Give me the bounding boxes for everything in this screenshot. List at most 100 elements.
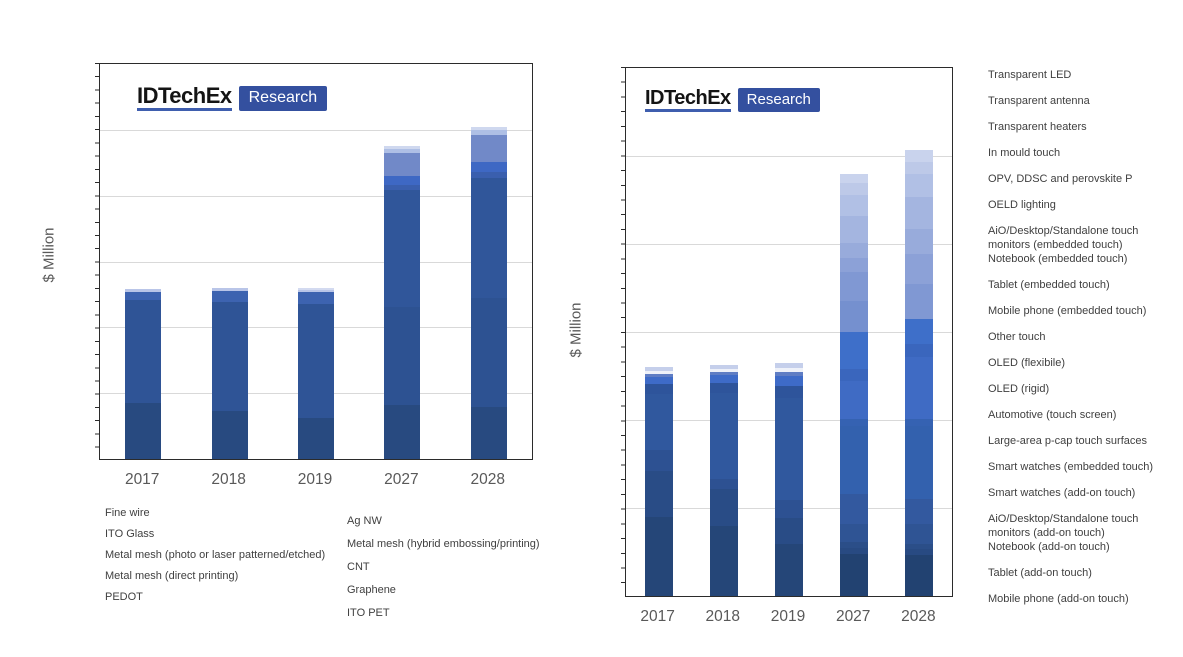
legend-item: CNT (347, 561, 370, 573)
legend-item: ITO Glass (105, 528, 155, 540)
bar-segment (905, 426, 934, 499)
bar-segment (384, 176, 421, 185)
bar-segment (125, 292, 162, 300)
legend-item: OELD lighting (988, 199, 1056, 211)
bar-segment (840, 183, 869, 195)
legend-item: In mould touch (988, 147, 1061, 159)
bar-segment (905, 174, 934, 197)
bar-segment (709, 393, 738, 479)
bar-segment (840, 542, 869, 548)
bar-segment (125, 403, 162, 459)
bar-segment (775, 544, 803, 596)
idtechex-logo: IDTechEx Research (645, 88, 820, 112)
right-chart-x-axis-labels: 2017 2018 2019 2027 2028 (625, 597, 953, 627)
stacked-bar-2027 (384, 146, 421, 459)
stacked-bar-2017 (644, 367, 673, 596)
right-chart: IDTechEx Research 2017 2018 2019 2027 2028 (621, 67, 953, 625)
bar-segment (644, 371, 673, 374)
legend-item: Graphene (347, 584, 396, 596)
bar-segment (905, 197, 934, 229)
stacked-bar-2019 (775, 363, 803, 596)
legend-item: Transparent heaters (988, 121, 1087, 133)
bar-segment (709, 372, 738, 375)
x-axis-label-2019: 2019 (297, 471, 333, 488)
bar-segment (775, 398, 803, 500)
bar-segment (905, 549, 934, 555)
left-chart: IDTechEx Research 2017 2018 2019 2027 2028 (95, 63, 533, 488)
legend-item: Mobile phone (embedded touch) (988, 305, 1147, 317)
legend-item: Metal mesh (hybrid embossing/printing) (347, 538, 540, 550)
stacked-bar-2028 (905, 150, 934, 596)
gridline (100, 195, 532, 197)
right-chart-plot-area (625, 67, 953, 597)
legend-item: Smart watches (embedded touch) (988, 461, 1154, 473)
bar-segment (470, 130, 507, 135)
bar-segment (298, 292, 334, 304)
legend-item: ITO PET (347, 607, 390, 619)
bar-segment (840, 494, 869, 524)
bar-segment (905, 524, 934, 544)
x-axis-label-2018: 2018 (211, 471, 246, 488)
bar-segment (775, 386, 803, 398)
bar-segment (470, 162, 507, 172)
stacked-bar-2017 (125, 289, 162, 459)
legend-item: Mobile phone (add-on touch) (988, 593, 1129, 605)
legend-item: Transparent LED (988, 69, 1072, 81)
idtechex-research-badge: Research (737, 88, 820, 112)
bar-segment (840, 301, 869, 332)
bar-segment (840, 258, 869, 272)
right-chart-legend: Transparent LED Transparent antenna Transp… (988, 68, 1183, 618)
bar-segment (775, 368, 803, 372)
legend-item: Metal mesh (photo or laser patterned/etc… (105, 549, 326, 561)
legend-item: Smart watches (add-on touch) (988, 487, 1136, 499)
bar-segment (905, 419, 934, 426)
bar-segment (840, 548, 869, 554)
bar-segment (470, 407, 507, 459)
bar-segment (644, 367, 673, 371)
bar-segment (470, 298, 507, 407)
bar-segment (709, 479, 738, 489)
bar-segment (644, 517, 673, 596)
left-chart-x-axis-labels: 2017 2018 2019 2027 2028 (99, 460, 533, 490)
bar-segment (840, 243, 869, 258)
stacked-bar-2019 (298, 288, 334, 459)
bar-segment (644, 377, 673, 384)
bar-segment (840, 524, 869, 542)
bar-segment (840, 195, 869, 216)
x-axis-label-2018: 2018 (705, 608, 741, 625)
bar-segment (775, 372, 803, 376)
bar-segment (384, 153, 421, 176)
x-axis-label-2028: 2028 (901, 608, 936, 625)
x-axis-label-2028: 2028 (470, 471, 506, 488)
bar-segment (905, 357, 934, 419)
bar-segment (709, 365, 738, 369)
bar-segment (840, 554, 869, 596)
stacked-bar-2018 (211, 288, 248, 459)
bar-segment (775, 500, 803, 518)
bar-segment (905, 344, 934, 357)
legend-item: Tablet (embedded touch) (988, 279, 1110, 291)
left-chart-y-axis-ticks (95, 63, 99, 460)
bar-segment (905, 229, 934, 254)
x-axis-label-2019: 2019 (770, 608, 806, 625)
bar-segment (840, 369, 869, 381)
legend-item: Fine wire (105, 507, 150, 519)
bar-segment (384, 146, 421, 149)
bar-segment (384, 149, 421, 153)
legend-item: Transparent antenna (988, 95, 1090, 107)
idtechex-logo-text: IDTechEx (645, 88, 731, 112)
bar-segment (905, 254, 934, 284)
right-chart-y-axis-ticks (621, 67, 625, 597)
bar-segment (211, 411, 248, 459)
legend-item: Tablet (add-on touch) (988, 567, 1092, 579)
bar-segment (384, 405, 421, 459)
gridline (626, 244, 952, 245)
left-chart-legend-column-2: Ag NW Metal mesh (hybrid embossing/printi… (347, 515, 587, 630)
bar-segment (644, 374, 673, 377)
bar-segment (905, 555, 934, 596)
bar-segment (840, 419, 869, 426)
x-axis-label-2027: 2027 (384, 471, 419, 488)
bar-segment (298, 418, 334, 459)
idtechex-logo: IDTechEx Research (137, 85, 328, 111)
